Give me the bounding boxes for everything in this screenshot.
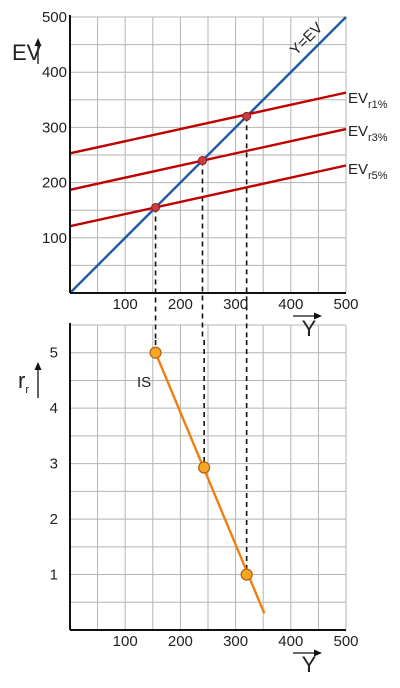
top-y-tick-label: 200: [42, 175, 67, 192]
top-x-tick-label: 300: [223, 296, 248, 313]
bottom-chart-tick-labels: 100 200 300 400 500 1 2 3 4 5: [50, 345, 359, 650]
bottom-x-tick-label: 500: [333, 633, 358, 650]
ev-r5-label-main: EV: [348, 161, 368, 178]
ev-r3-label-subscript: r3%: [368, 132, 388, 144]
bottom-x-tick-label: 200: [168, 633, 193, 650]
bottom-x-tick-label: 100: [113, 633, 138, 650]
top-y-tick-label: 500: [42, 9, 67, 26]
ev-r1-label: EVr1%: [348, 90, 388, 111]
ev-r1-label-subscript: r1%: [368, 99, 388, 111]
ev-r5-label: EVr5%: [348, 161, 388, 182]
top-chart-grid: [70, 16, 347, 293]
bottom-y-tick-label: 2: [50, 511, 58, 528]
dashed-guide-lines: [154, 116, 248, 575]
ev-r3-label: EVr3%: [348, 123, 388, 144]
top-y-tick-label: 400: [42, 64, 67, 81]
top-y-axis-arrow-head: [34, 38, 42, 46]
top-chart-series: [69, 16, 347, 294]
bottom-y-axis-title-main: r: [18, 368, 25, 393]
top-chart-tick-labels: 100 200 300 400 500 100 200 300 400 500: [42, 9, 359, 313]
bottom-x-axis-title: Y: [302, 652, 317, 677]
bottom-x-tick-label: 400: [278, 633, 303, 650]
bottom-y-axis-title-subscript: r: [25, 384, 29, 396]
bottom-x-axis-arrow-head: [314, 649, 322, 657]
is-point: [149, 346, 162, 359]
bottom-y-axis-arrow-head: [34, 362, 42, 370]
top-chart-axes: [69, 15, 346, 294]
bottom-chart-grid: [70, 324, 347, 630]
top-x-tick-label: 200: [168, 296, 193, 313]
ev-line-r1%: [69, 91, 347, 155]
ev-r5-label-subscript: r5%: [368, 170, 388, 182]
is-point: [198, 461, 211, 474]
top-y-tick-label: 300: [42, 119, 67, 136]
y-equals-ev-line: [69, 16, 347, 294]
top-x-axis-title: Y: [302, 316, 317, 341]
bottom-y-tick-label: 3: [50, 456, 58, 473]
bottom-y-tick-label: 5: [50, 345, 58, 362]
intersection-point: [151, 202, 161, 212]
top-x-tick-label: 100: [113, 296, 138, 313]
y-equals-ev-label: Y=EV: [287, 19, 326, 58]
intersection-point: [242, 111, 252, 121]
bottom-chart-axes: [69, 323, 346, 631]
bottom-y-tick-label: 4: [50, 400, 58, 417]
top-x-tick-label: 400: [278, 296, 303, 313]
top-y-axis-title: EV: [12, 40, 42, 65]
ev-r1-label-main: EV: [348, 90, 368, 107]
is-curve-label: IS: [137, 374, 151, 391]
bottom-y-tick-label: 1: [50, 567, 58, 584]
top-x-tick-label: 500: [333, 296, 358, 313]
ev-line-r5%: [69, 164, 347, 228]
ev-r3-label-main: EV: [348, 123, 368, 140]
ev-line-r3%: [69, 127, 347, 191]
chart-points: [149, 111, 253, 581]
bottom-x-tick-label: 300: [223, 633, 248, 650]
top-x-axis-arrow-head: [314, 312, 322, 320]
is-point: [240, 568, 253, 581]
intersection-point: [197, 156, 207, 166]
bottom-y-axis-title: rr: [18, 368, 29, 396]
top-y-tick-label: 100: [42, 230, 67, 247]
